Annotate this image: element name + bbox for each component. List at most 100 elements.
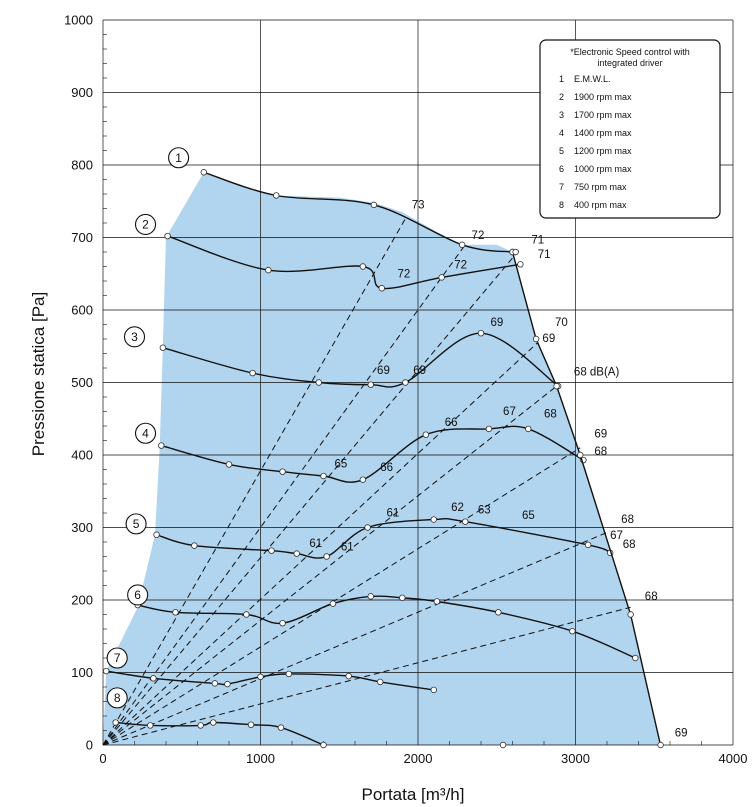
curve-point	[265, 266, 272, 274]
db-label: 69	[490, 317, 503, 329]
curve-point	[211, 680, 219, 687]
legend-entry-text: 1000 rpm max	[574, 164, 632, 174]
db-label: 66	[380, 462, 393, 474]
x-tick-label: 1000	[246, 751, 275, 766]
legend-title: *Electronic Speed control with	[570, 47, 690, 57]
db-label: 73	[412, 200, 425, 212]
curve-point	[249, 369, 256, 377]
axis-ticks: 0 1000 2000 3000 4000 0 100 200 300 400 500 600 700 8…	[64, 13, 747, 767]
iso-db-line	[102, 244, 466, 746]
curve-point	[577, 451, 584, 459]
db-label: 72	[398, 268, 411, 280]
curve-point	[102, 667, 110, 675]
curve-point	[285, 670, 293, 678]
y-tick-label: 700	[71, 230, 93, 245]
db-label: 68 dB(A)	[574, 366, 620, 378]
legend: *Electronic Speed control withintegrated…	[539, 39, 721, 219]
curve-point	[329, 600, 337, 607]
curve-number-text: 1	[175, 151, 182, 165]
db-label: 68	[621, 514, 634, 526]
curve-point	[323, 553, 330, 560]
curve-point	[359, 263, 367, 270]
curve-point	[657, 741, 664, 749]
y-tick-label: 200	[71, 593, 93, 608]
y-tick-label: 1000	[64, 13, 93, 28]
curve-2	[167, 235, 521, 290]
db-label: 63	[478, 505, 491, 517]
curve-number-8: 8	[106, 687, 128, 709]
legend-box	[539, 39, 721, 219]
legend-entry-text: 1900 rpm max	[574, 92, 632, 102]
curve-point	[364, 524, 371, 531]
iso-db-line	[102, 606, 631, 746]
curve-number-2: 2	[134, 213, 157, 235]
curve-point	[377, 678, 384, 686]
y-tick-label: 400	[71, 448, 93, 463]
db-label: 65	[335, 458, 348, 470]
curve-number-text: 8	[114, 691, 121, 705]
iso-db-line	[102, 447, 581, 746]
db-label: 61	[341, 542, 354, 554]
curve-number-text: 7	[114, 651, 121, 665]
db-label: 65	[522, 510, 535, 522]
iso-db-line	[102, 342, 539, 746]
legend-entry-number: 2	[559, 92, 564, 102]
legend-entry-number: 5	[559, 146, 564, 156]
iso-db-line	[102, 385, 557, 746]
db-label: 61	[387, 508, 400, 520]
curve-number-text: 4	[142, 426, 149, 440]
curve-number-4: 4	[134, 422, 157, 444]
db-label: 69	[594, 429, 607, 441]
curve-point	[525, 425, 532, 433]
operating-area-fill	[103, 172, 661, 746]
x-tick-label: 2000	[404, 751, 433, 766]
curve-point	[553, 382, 560, 390]
db-label: 69	[542, 333, 555, 345]
curve-point	[438, 274, 445, 281]
curve-number-circle	[106, 687, 128, 709]
legend-entry-number: 3	[559, 110, 564, 120]
curve-point	[225, 461, 233, 468]
curve-number-text: 5	[133, 517, 140, 531]
curve-number-circle	[127, 584, 149, 606]
curve-point	[164, 232, 171, 240]
curve-point	[257, 673, 264, 681]
db-label: 69	[377, 365, 390, 377]
curve-point	[399, 594, 406, 602]
curve-point	[320, 741, 327, 749]
y-tick-label: 0	[86, 738, 93, 753]
curve-point	[158, 442, 165, 449]
db-label: 69	[413, 365, 426, 377]
curve-number-1: 1	[168, 147, 190, 169]
y-tick-label: 500	[71, 375, 93, 390]
db-label: 71	[538, 249, 551, 261]
curve-point	[477, 330, 485, 337]
legend-entry-number: 4	[559, 128, 564, 138]
legend-entry-text: 750 rpm max	[574, 182, 627, 192]
curve-point	[268, 547, 275, 554]
legend-entry-text: 1200 rpm max	[574, 146, 632, 156]
curve-number-6: 6	[127, 584, 149, 606]
x-tick-label: 4000	[719, 751, 748, 766]
curve-point	[197, 722, 204, 729]
db-label: 66	[445, 417, 458, 429]
y-axis-title: Pressione statica [Pa]	[29, 292, 48, 456]
y-tick-label: 900	[71, 85, 93, 100]
operating-area	[103, 172, 661, 746]
curve-point	[191, 542, 198, 549]
curve-point	[367, 593, 374, 600]
curve-5	[156, 517, 611, 559]
curve-point	[273, 192, 280, 199]
iso-db-line	[102, 250, 520, 746]
curve-point	[224, 680, 231, 688]
x-tick-label: 0	[99, 751, 106, 766]
curve-point	[345, 672, 352, 680]
curve-point	[293, 550, 300, 557]
curve-point	[402, 379, 409, 386]
legend-entry-number: 1	[559, 74, 564, 84]
curve-point	[495, 609, 502, 616]
legend-entry-text: 1400 rpm max	[574, 128, 632, 138]
curves	[102, 169, 664, 749]
curve-point	[430, 516, 437, 523]
